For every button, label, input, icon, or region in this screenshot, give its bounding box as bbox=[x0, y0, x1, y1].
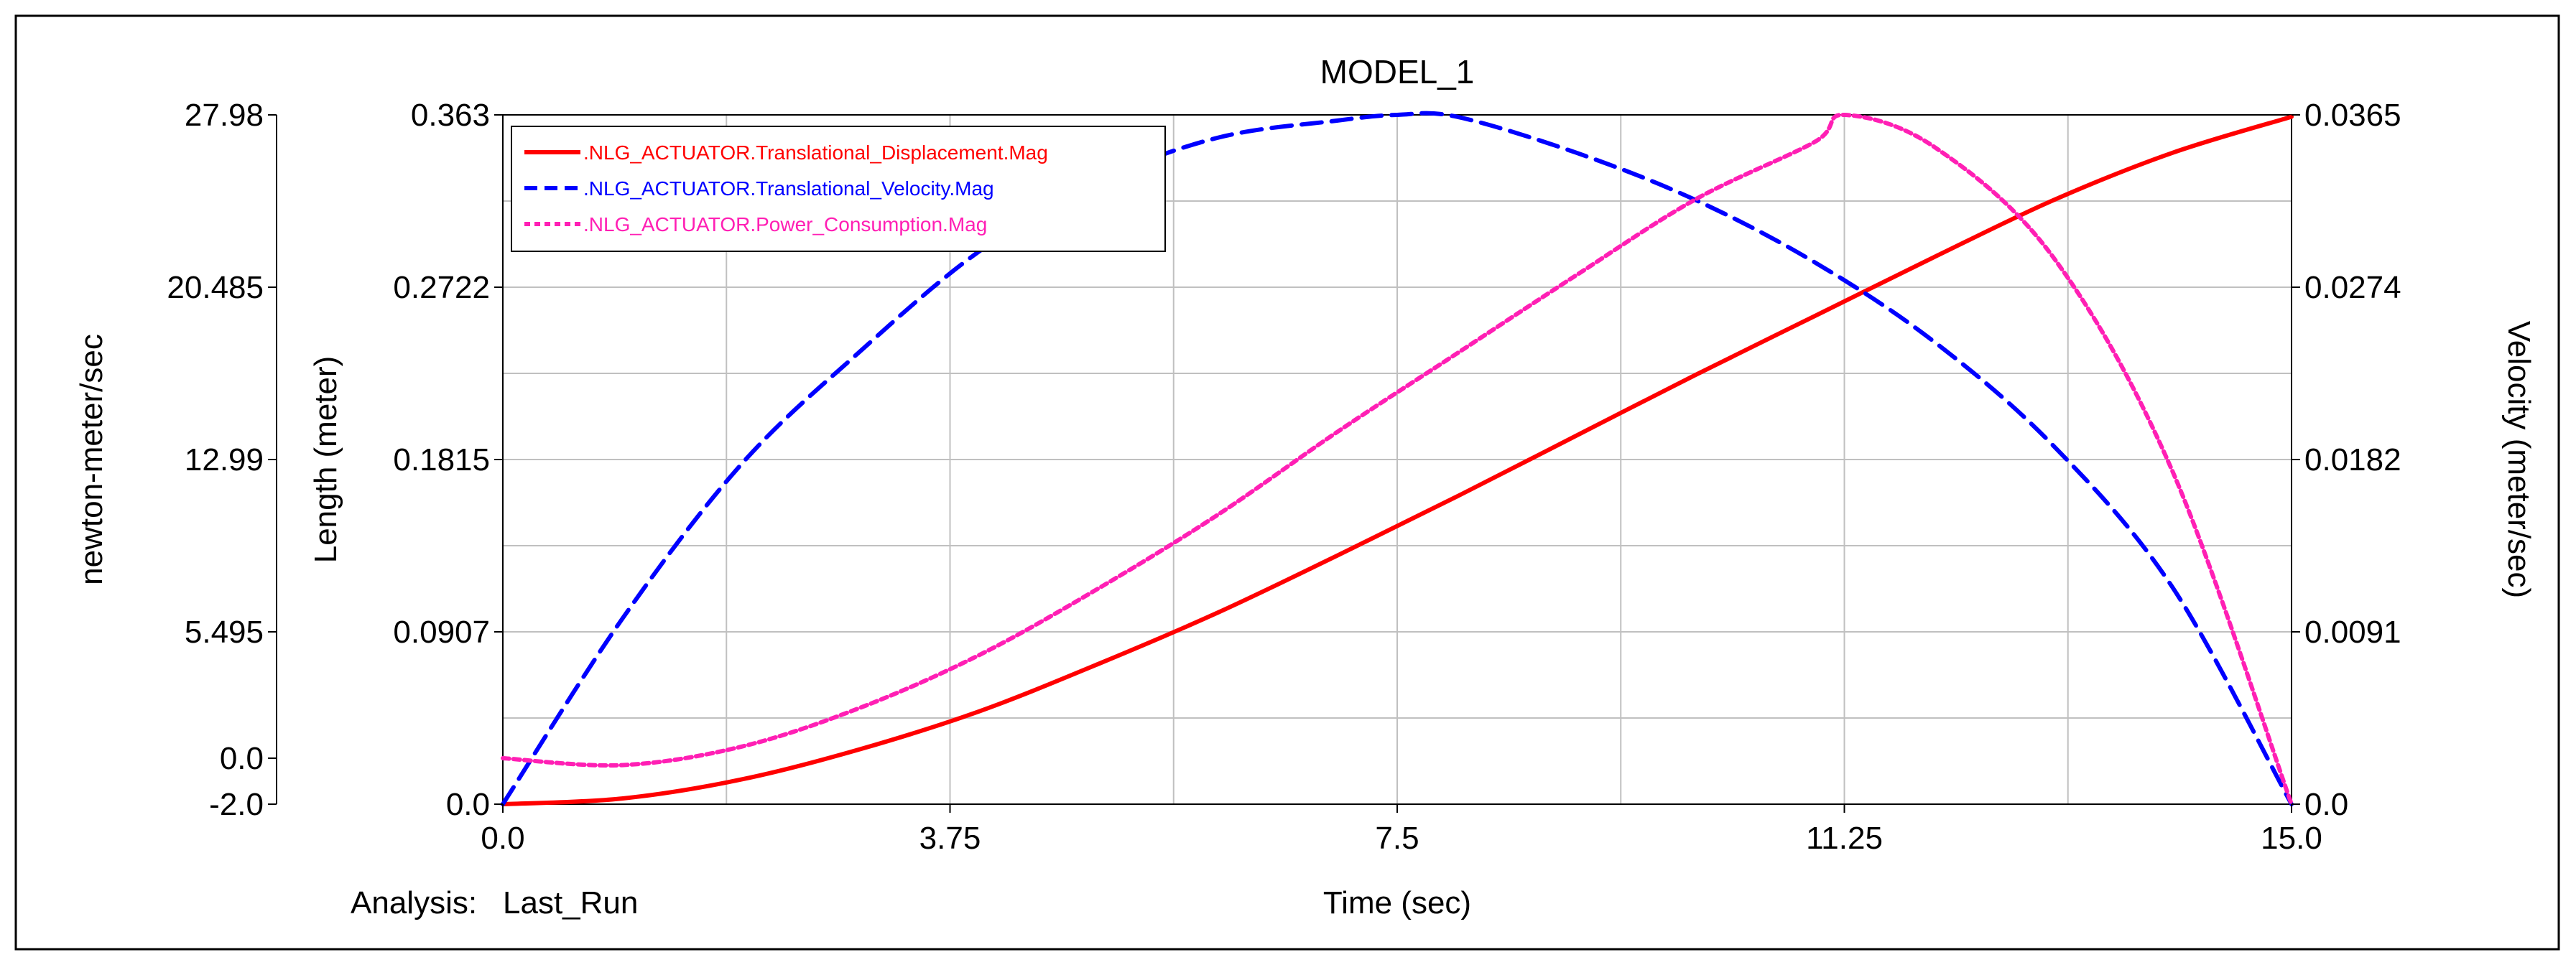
left-tick-label: 0.0 bbox=[446, 787, 490, 822]
right-axis-label: Velocity (meter/sec) bbox=[2501, 321, 2536, 598]
far-left-tick-label: 27.98 bbox=[185, 98, 264, 133]
legend-label-velocity: .NLG_ACTUATOR.Translational_Velocity.Mag bbox=[583, 177, 994, 200]
right-tick-label: 0.0182 bbox=[2304, 442, 2401, 477]
right-tick-label: 0.0365 bbox=[2304, 98, 2401, 133]
x-tick-label: 3.75 bbox=[919, 821, 981, 856]
legend: .NLG_ACTUATOR.Translational_Displacement… bbox=[511, 126, 1166, 252]
left-tick-label: 0.1815 bbox=[393, 442, 490, 477]
far-left-tick-label: 12.99 bbox=[185, 442, 264, 477]
analysis-value: Last_Run bbox=[503, 885, 638, 920]
far-left-axis-label: newton-meter/sec bbox=[74, 334, 109, 585]
far-left-tick-label: 0.0 bbox=[220, 741, 264, 776]
series-line-displacement bbox=[501, 114, 2294, 806]
series-line-power bbox=[501, 112, 2294, 806]
far-left-tick-label: -2.0 bbox=[209, 787, 264, 822]
legend-label-power: .NLG_ACTUATOR.Power_Consumption.Mag bbox=[583, 213, 987, 236]
series-layer bbox=[501, 111, 2294, 806]
right-tick-label: 0.0274 bbox=[2304, 270, 2401, 305]
right-tick-label: 0.0 bbox=[2304, 787, 2348, 822]
x-tick-label: 11.25 bbox=[1806, 821, 1883, 856]
x-axis-label: Time (sec) bbox=[1323, 885, 1471, 920]
left-tick-label: 0.0907 bbox=[393, 615, 490, 650]
x-tick-label: 15.0 bbox=[2261, 821, 2322, 856]
left-axis-label: Length (meter) bbox=[308, 356, 343, 564]
x-tick-label: 0.0 bbox=[481, 821, 524, 856]
left-tick-label: 0.2722 bbox=[393, 270, 490, 305]
analysis-label: Analysis: bbox=[351, 885, 477, 920]
far-left-tick-label: 20.485 bbox=[167, 270, 264, 305]
far-left-tick-label: 5.495 bbox=[185, 615, 264, 650]
legend-box bbox=[511, 126, 1166, 252]
right-tick-label: 0.0091 bbox=[2304, 615, 2401, 650]
series-line-velocity bbox=[501, 111, 2294, 806]
axes-layer: 0.0 3.75 7.5 11.25 15.00.00.09070.18150.2722… bbox=[167, 98, 2401, 856]
x-tick-label: 7.5 bbox=[1375, 821, 1419, 856]
chart-frame bbox=[14, 14, 2560, 951]
chart-title: MODEL_1 bbox=[1320, 53, 1475, 90]
legend-label-displacement: .NLG_ACTUATOR.Translational_Displacement… bbox=[583, 141, 1048, 164]
left-tick-label: 0.363 bbox=[411, 98, 490, 133]
